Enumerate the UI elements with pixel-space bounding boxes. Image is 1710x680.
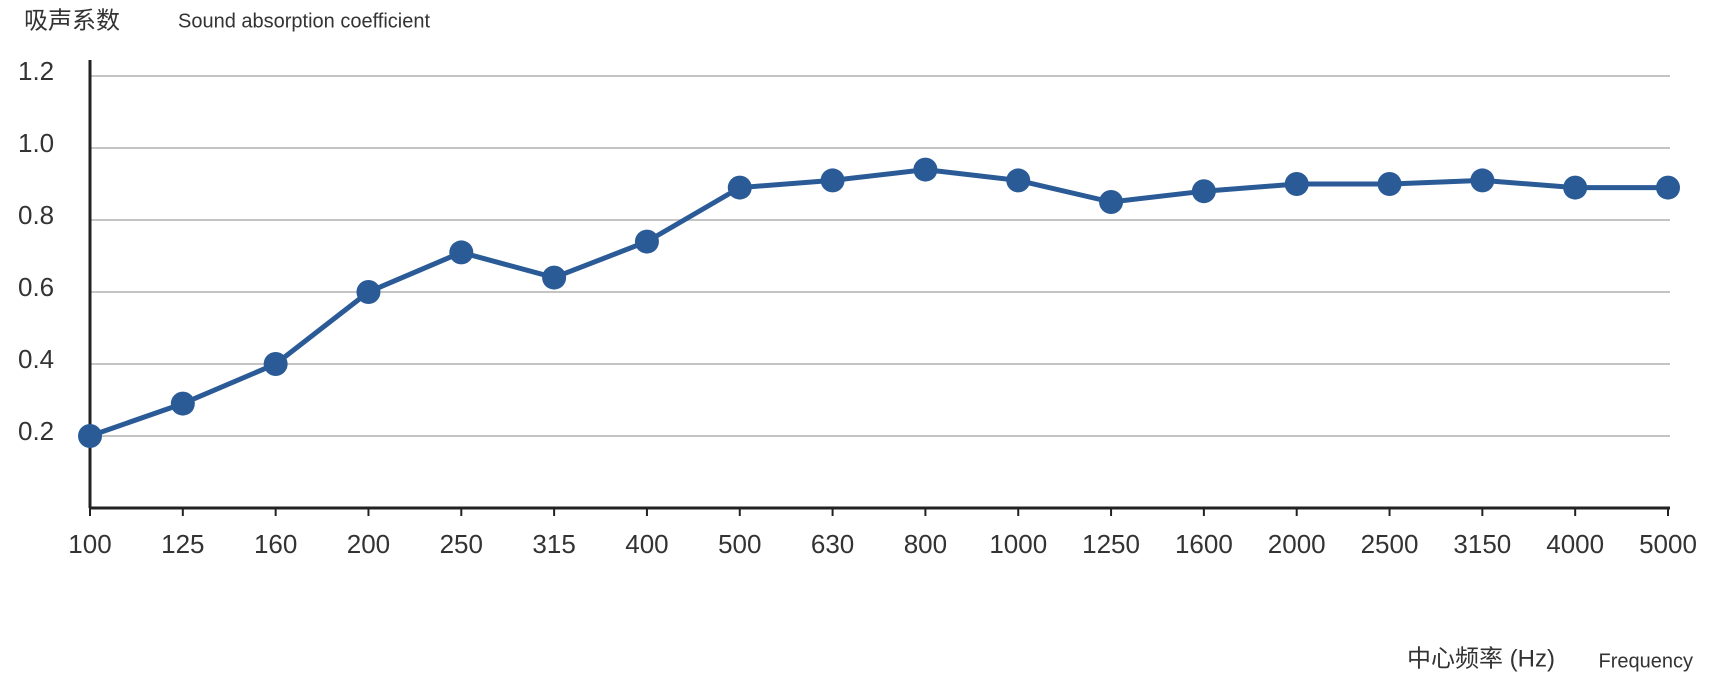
x-tick-label: 1250 <box>1082 529 1140 559</box>
data-point <box>356 280 381 304</box>
data-point <box>170 391 195 416</box>
series-line <box>89 167 1668 439</box>
data-point <box>1656 175 1680 200</box>
data-point <box>1099 190 1124 214</box>
x-axis-label-en: Frequency <box>1599 650 1694 672</box>
x-tick-label: 4000 <box>1546 529 1604 559</box>
data-point <box>1377 172 1402 196</box>
data-point <box>78 424 102 448</box>
x-tick-label: 100 <box>68 529 111 559</box>
x-tick-label: 800 <box>904 529 947 559</box>
y-axis-label: 吸声系数 <box>24 7 120 34</box>
x-tick-label: 2000 <box>1268 529 1326 559</box>
x-tick-label: 3150 <box>1453 529 1511 559</box>
x-tick-label: 200 <box>347 529 390 559</box>
data-point <box>449 240 474 265</box>
x-tick-label: 630 <box>811 529 854 559</box>
data-point <box>820 168 845 193</box>
data-point <box>1470 168 1495 193</box>
x-tick-label: 5000 <box>1639 529 1697 559</box>
x-tick-label: 2500 <box>1361 529 1419 559</box>
x-tick-label: 315 <box>532 529 575 559</box>
x-tick-label: 125 <box>161 529 204 559</box>
data-point <box>263 352 288 376</box>
data-point <box>1284 172 1309 196</box>
y-tick-label: 0.4 <box>18 344 54 374</box>
data-point <box>1191 179 1216 204</box>
data-point <box>913 157 938 182</box>
data-point <box>1006 168 1031 193</box>
y-tick-label: 0.6 <box>18 272 54 302</box>
x-tick-label: 1000 <box>989 529 1047 559</box>
data-point <box>727 175 752 200</box>
x-tick-label: 400 <box>625 529 668 559</box>
data-point <box>634 229 659 254</box>
x-tick-label: 160 <box>254 529 297 559</box>
y-tick-label: 0.2 <box>18 416 54 446</box>
x-tick-label: 500 <box>718 529 761 559</box>
data-point <box>542 265 567 290</box>
x-axis-label: 中心频率 (Hz) <box>1407 645 1555 672</box>
x-tick-label: 1600 <box>1175 529 1233 559</box>
data-point <box>1563 175 1588 200</box>
y-tick-label: 1.2 <box>18 56 54 86</box>
y-tick-label: 0.8 <box>18 200 54 230</box>
x-tick-label: 250 <box>440 529 483 559</box>
y-tick-label: 1.0 <box>18 128 54 158</box>
y-axis-label-en: Sound absorption coefficient <box>178 10 430 32</box>
